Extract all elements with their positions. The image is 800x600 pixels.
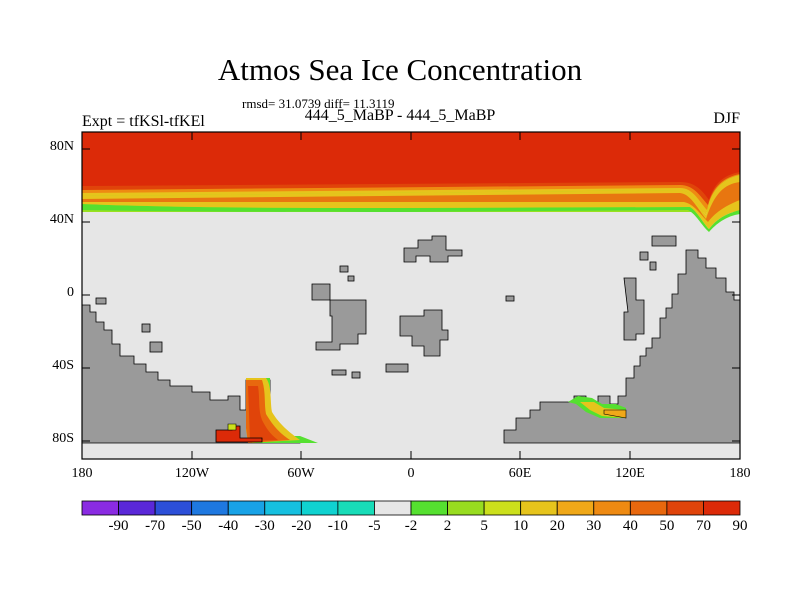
lon-label: 180 (71, 466, 93, 481)
southern-ice-east (568, 396, 627, 419)
island (385, 363, 409, 373)
colorbar-swatch (154, 500, 193, 516)
colorbar-label: 40 (622, 518, 638, 534)
lon-label: 0 (407, 466, 415, 481)
island (505, 295, 515, 302)
lat-label: 80N (49, 139, 74, 154)
colorbar-swatch (374, 500, 412, 516)
colorbar-swatch (81, 500, 119, 516)
colorbar-label: 70 (695, 518, 711, 534)
colorbar-label: -5 (368, 518, 381, 534)
colorbar-label: -90 (108, 518, 129, 534)
colorbar-swatch (300, 500, 339, 516)
lon-label: 60W (287, 466, 315, 481)
lon-label: 60E (508, 466, 532, 481)
subtitle: 444_5_MaBP - 444_5_MaBP (304, 107, 496, 124)
islet (149, 341, 163, 353)
lon-label: 120E (615, 466, 645, 481)
colorbar-swatch (703, 500, 741, 516)
lat-label: 0 (67, 285, 74, 300)
colorbar-label: -40 (218, 518, 239, 534)
island (649, 261, 657, 271)
colorbar-swatch (447, 500, 485, 516)
colorbar-label: 10 (513, 518, 529, 534)
stats-line: rmsd= 31.0739 diff= 11.3119 (242, 96, 395, 111)
island (399, 309, 449, 357)
experiment-label: Expt = tfKSl-tfKEl (82, 113, 205, 130)
colorbar-swatch (191, 500, 229, 516)
colorbar-label: 20 (549, 518, 565, 534)
colorbar-swatch (118, 500, 156, 516)
lon-label: 120W (174, 466, 210, 481)
northern-ice-band (82, 132, 740, 232)
colorbar-label: 90 (732, 518, 748, 534)
island (403, 235, 463, 263)
colorbar-swatch (483, 500, 522, 516)
land-masses (82, 235, 740, 444)
colorbar-label: 5 (480, 518, 488, 534)
lat-label: 40S (52, 358, 74, 373)
colorbar-label: -20 (291, 518, 312, 534)
colorbar-swatch (520, 500, 558, 516)
colorbar-label: -30 (254, 518, 275, 534)
figure-title: Atmos Sea Ice Concentration (217, 52, 583, 87)
island (351, 371, 361, 379)
tick-marks (81, 132, 741, 459)
colorbar-label: -10 (327, 518, 348, 534)
island (623, 277, 645, 341)
colorbar-label: 2 (443, 518, 452, 534)
island (311, 283, 331, 301)
lat-label: 80S (52, 431, 74, 446)
colorbar-label: -2 (404, 518, 418, 534)
island (651, 235, 677, 247)
island (639, 251, 649, 261)
colorbar-label: -50 (181, 518, 202, 534)
landmass-east (503, 249, 740, 444)
islet (95, 297, 107, 305)
island (315, 299, 367, 351)
island (339, 265, 349, 273)
colorbar-swatch (593, 500, 631, 516)
southern-ice-west (215, 378, 318, 443)
island (331, 369, 347, 376)
colorbar (81, 500, 741, 516)
colorbar-swatch (410, 500, 448, 516)
colorbar-label: -70 (145, 518, 166, 534)
season-label: DJF (713, 110, 740, 127)
colorbar-swatch (264, 500, 302, 516)
colorbar-swatch (629, 500, 668, 516)
colorbar-swatch (337, 500, 375, 516)
colorbar-swatch (666, 500, 704, 516)
lon-label: 180 (729, 466, 751, 481)
colorbar-label: 50 (659, 518, 675, 534)
colorbar-swatch (227, 500, 266, 516)
islet (141, 323, 151, 333)
colorbar-swatch (556, 500, 595, 516)
colorbar-label: 30 (586, 518, 602, 534)
island (347, 275, 355, 282)
lat-label: 40N (49, 212, 74, 227)
